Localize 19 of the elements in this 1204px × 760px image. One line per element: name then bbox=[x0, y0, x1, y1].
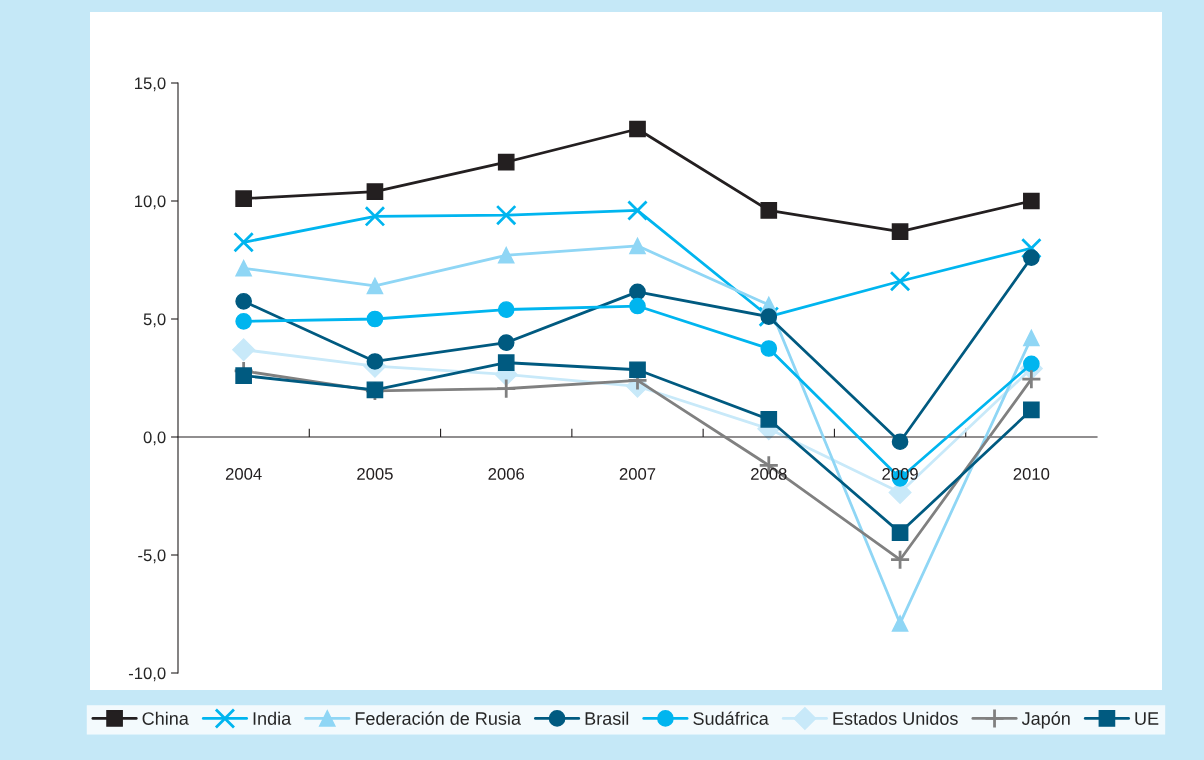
y-tick-label: -10,0 bbox=[128, 667, 166, 682]
legend-label: China bbox=[142, 711, 189, 725]
legend-label: Sudáfrica bbox=[693, 711, 769, 725]
x-tick-label: 2005 bbox=[357, 468, 393, 480]
y-tick-label: 5,0 bbox=[143, 313, 166, 328]
legend-label: Estados Unidos bbox=[833, 711, 958, 725]
legend-label: Japón bbox=[1021, 711, 1070, 729]
y-tick-label: 15,0 bbox=[135, 77, 166, 92]
legend-label: UE bbox=[1135, 712, 1159, 725]
x-tick-label: 2004 bbox=[225, 468, 262, 480]
x-tick-label: 2010 bbox=[1013, 468, 1050, 480]
legend-label: India bbox=[253, 711, 292, 725]
legend-label: Brasil bbox=[585, 711, 629, 725]
y-tick-label: -5,0 bbox=[138, 549, 166, 564]
x-tick-label: 2007 bbox=[619, 468, 656, 480]
legend-label: Federación de Rusia bbox=[355, 711, 521, 725]
y-tick-label: 0,0 bbox=[143, 431, 166, 446]
x-tick-label: 2006 bbox=[488, 468, 525, 480]
y-tick-label: 10,0 bbox=[135, 195, 166, 210]
